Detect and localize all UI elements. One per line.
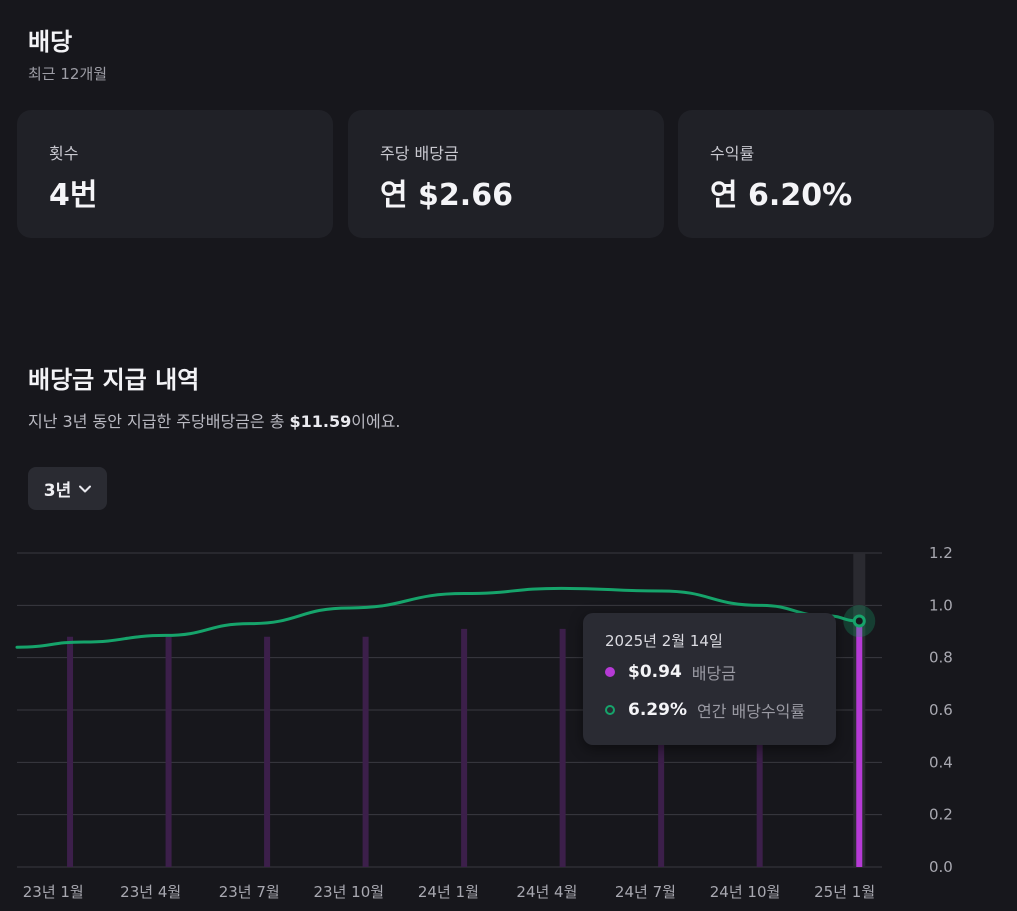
y-tick-label: 0.2: [929, 806, 953, 824]
y-tick-label: 0.4: [929, 753, 953, 771]
x-tick-label: 24년 1월: [418, 883, 479, 901]
card-label: 수익률: [710, 144, 755, 163]
dividend-bar-active: [856, 621, 863, 867]
period-select-button[interactable]: 3년: [28, 467, 107, 510]
dividend-count-card: 횟수 4번: [17, 110, 333, 238]
card-value: 연 6.20%: [710, 178, 853, 213]
dividend-bar: [67, 636, 74, 867]
chart-tooltip: 2025년 2월 14일 $0.94 배당금 6.29% 연간 배당수익률: [583, 613, 836, 745]
dividend-bar: [461, 628, 468, 867]
y-tick-label: 0.0: [929, 858, 953, 876]
history-title: 배당금 지급 내역: [28, 366, 200, 394]
dividend-bar: [559, 628, 566, 867]
history-desc-suffix: 이에요.: [351, 412, 401, 431]
card-value: 연 $2.66: [380, 178, 513, 213]
tooltip-dividend-row: $0.94 배당금: [605, 660, 736, 684]
dividend-history-chart[interactable]: 0.0 0.2 0.4 0.6 0.8 1.0 1.2 23년 1월 23년 4월 23년 7월 2…: [0, 530, 1017, 911]
page-subtitle: 최근 12개월: [28, 65, 108, 83]
tooltip-dividend-value: $0.94: [628, 662, 682, 682]
y-tick-label: 0.6: [929, 701, 953, 719]
tooltip-dividend-label: 배당금: [691, 664, 736, 683]
x-tick-label: 24년 4월: [516, 883, 577, 901]
dividend-bar: [165, 636, 172, 867]
card-value: 4번: [49, 178, 98, 213]
card-label: 주당 배당금: [380, 144, 459, 163]
dividend-bar: [658, 628, 665, 867]
dividend-bar: [362, 636, 369, 867]
x-tick-label: 23년 10월: [314, 883, 385, 901]
chevron-down-icon: [79, 485, 92, 492]
x-tick-label: 23년 1월: [23, 883, 84, 901]
y-tick-label: 0.8: [929, 649, 953, 667]
tooltip-yield-label: 연간 배당수익률: [696, 702, 806, 721]
dividend-bar: [756, 628, 763, 867]
dividend-bar: [264, 636, 271, 867]
x-tick-label: 23년 7월: [219, 883, 280, 901]
dividend-dot-icon: [605, 667, 615, 677]
history-description: 지난 3년 동안 지급한 주당배당금은 총 $11.59이에요.: [28, 408, 401, 432]
period-label: 3년: [43, 481, 72, 501]
history-desc-prefix: 지난 3년 동안 지급한 주당배당금은 총: [28, 412, 290, 431]
x-tick-label: 23년 4월: [120, 883, 181, 901]
x-tick-label: 25년 1월: [814, 883, 875, 901]
y-tick-label: 1.2: [929, 544, 953, 562]
x-tick-label: 24년 10월: [710, 883, 781, 901]
y-tick-label: 1.0: [929, 596, 953, 614]
dividend-yield-card: 수익률 연 6.20%: [678, 110, 994, 238]
dividend-per-share-card: 주당 배당금 연 $2.66: [348, 110, 664, 238]
tooltip-date: 2025년 2월 14일: [605, 632, 723, 650]
x-tick-label: 24년 7월: [615, 883, 676, 901]
card-label: 횟수: [49, 144, 79, 163]
yield-ring-icon: [605, 705, 615, 715]
yield-line: [15, 586, 861, 649]
page-title: 배당: [28, 28, 73, 56]
tooltip-yield-value: 6.29%: [628, 700, 687, 720]
history-total: $11.59: [289, 412, 352, 431]
tooltip-yield-row: 6.29% 연간 배당수익률: [605, 698, 805, 722]
yield-marker: [852, 614, 866, 628]
